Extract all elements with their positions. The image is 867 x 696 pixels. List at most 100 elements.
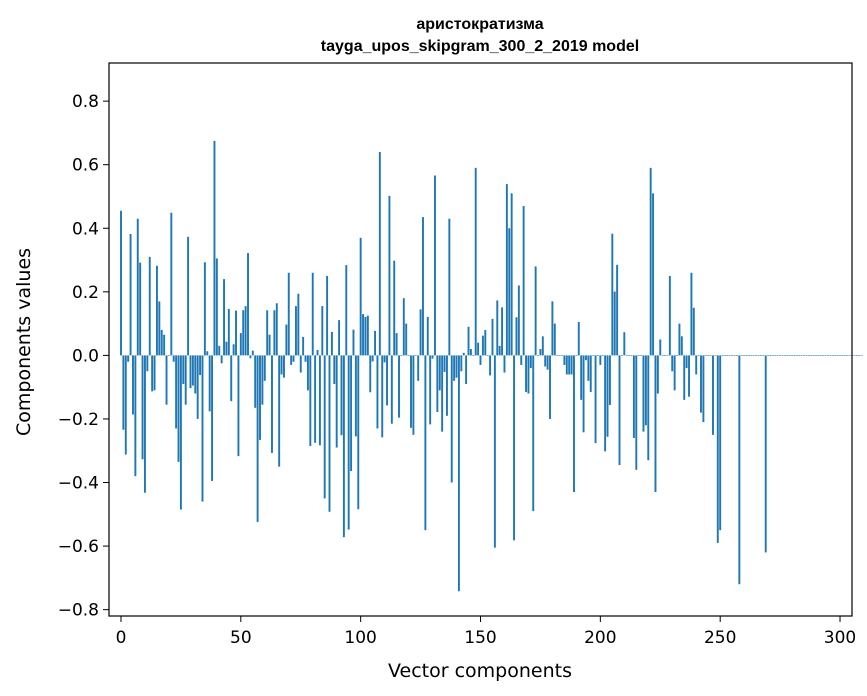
- bar-10: [143, 355, 146, 493]
- y-tick-label: 0.2: [72, 283, 99, 303]
- bar-134: [441, 355, 444, 432]
- bar-245: [707, 355, 710, 356]
- bar-233: [678, 323, 681, 356]
- bar-122: [412, 355, 415, 435]
- bar-133: [438, 355, 441, 391]
- bar-25: [179, 355, 182, 510]
- bar-71: [290, 355, 293, 365]
- bar-203: [606, 355, 609, 437]
- bar-172: [532, 355, 535, 512]
- bar-87: [328, 355, 331, 512]
- bar-263: [750, 355, 753, 356]
- bar-302: [843, 355, 846, 356]
- bar-249: [716, 355, 719, 543]
- bar-130: [431, 355, 434, 359]
- bar-216: [637, 355, 640, 356]
- bar-111: [386, 355, 388, 406]
- bar-292: [819, 355, 822, 356]
- bar-308: [858, 355, 861, 356]
- bar-192: [580, 355, 583, 400]
- bar-219: [644, 355, 647, 426]
- bar-207: [616, 264, 619, 356]
- x-tick-label: 300: [824, 628, 856, 648]
- bar-181: [553, 323, 556, 356]
- bar-169: [525, 355, 527, 392]
- bar-253: [726, 355, 729, 356]
- bar-309: [860, 355, 863, 356]
- bar-118: [402, 298, 405, 356]
- bar-235: [683, 355, 686, 400]
- bar-32: [196, 355, 199, 419]
- bar-152: [484, 329, 487, 356]
- bar-102: [364, 316, 367, 356]
- bar-286: [805, 355, 808, 356]
- bar-294: [824, 355, 827, 356]
- bar-214: [632, 355, 635, 439]
- bar-289: [812, 355, 815, 356]
- bar-36: [206, 351, 209, 356]
- bar-274: [776, 355, 779, 356]
- bar-193: [582, 355, 585, 433]
- bar-140: [455, 355, 458, 378]
- bar-282: [795, 355, 798, 356]
- y-tick-label: −0.6: [58, 537, 99, 557]
- bar-271: [769, 355, 772, 356]
- bar-106: [374, 330, 376, 356]
- bar-139: [453, 355, 456, 381]
- bar-303: [846, 355, 849, 356]
- bar-7: [136, 218, 139, 356]
- bar-186: [565, 355, 568, 375]
- bar-238: [690, 272, 693, 356]
- bar-284: [800, 355, 803, 356]
- bar-150: [479, 355, 482, 365]
- bar-6: [134, 355, 137, 477]
- bar-202: [604, 355, 607, 452]
- bar-86: [326, 275, 329, 356]
- bar-283: [798, 355, 801, 356]
- bar-80: [311, 272, 314, 356]
- bar-12: [148, 256, 151, 356]
- bar-85: [323, 355, 326, 499]
- x-tick-label: 200: [584, 628, 616, 648]
- bar-57: [256, 355, 259, 522]
- bar-251: [721, 355, 724, 356]
- bar-95: [347, 355, 350, 530]
- bar-104: [369, 355, 372, 393]
- bar-90: [335, 355, 338, 448]
- bar-34: [201, 355, 204, 502]
- bar-290: [815, 355, 818, 356]
- bar-230: [671, 355, 674, 372]
- bar-45: [227, 308, 230, 356]
- bar-5: [132, 355, 134, 415]
- bar-108: [378, 151, 381, 356]
- bar-270: [767, 355, 770, 356]
- bar-55: [251, 350, 254, 356]
- bar-83: [318, 355, 321, 446]
- bar-47: [232, 344, 235, 356]
- bar-189: [573, 355, 575, 493]
- bar-164: [513, 355, 516, 541]
- bar-78: [306, 355, 309, 391]
- bar-64: [273, 310, 276, 356]
- bar-124: [417, 355, 420, 381]
- bar-182: [556, 355, 559, 356]
- bar-127: [424, 355, 427, 531]
- bar-185: [563, 355, 566, 365]
- bar-18: [163, 334, 166, 356]
- bar-61: [266, 310, 269, 356]
- bar-146: [469, 349, 472, 356]
- bar-287: [807, 355, 810, 356]
- bar-225: [659, 339, 662, 356]
- bar-41: [218, 345, 221, 356]
- bar-300: [839, 355, 841, 356]
- bar-1: [122, 355, 125, 430]
- bar-26: [182, 355, 185, 384]
- bar-252: [724, 355, 726, 356]
- bar-30: [191, 355, 194, 386]
- bar-276: [781, 355, 784, 356]
- bar-217: [640, 355, 643, 356]
- bar-304: [848, 355, 851, 356]
- bar-213: [630, 355, 633, 356]
- bar-43: [223, 279, 226, 356]
- bar-58: [259, 355, 261, 440]
